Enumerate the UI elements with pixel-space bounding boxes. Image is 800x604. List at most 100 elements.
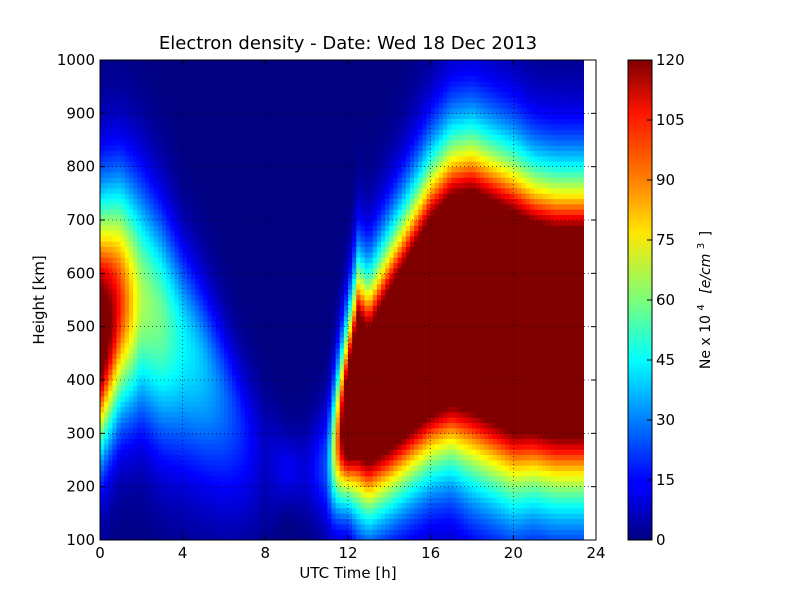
heatmap-cell bbox=[207, 102, 212, 109]
heatmap-cell bbox=[128, 81, 134, 88]
heatmap-cell bbox=[207, 486, 212, 493]
heatmap-cell bbox=[306, 508, 312, 514]
heatmap-cell bbox=[207, 86, 212, 93]
heatmap-cell bbox=[228, 449, 233, 456]
heatmap-cell bbox=[236, 284, 241, 290]
heatmap-cell bbox=[112, 262, 117, 269]
heatmap-cell bbox=[133, 422, 138, 429]
heatmap-cell bbox=[153, 113, 159, 120]
heatmap-cell bbox=[162, 460, 167, 466]
heatmap-cell bbox=[203, 433, 208, 440]
heatmap-cell bbox=[257, 252, 262, 258]
heatmap-cell bbox=[112, 326, 117, 333]
heatmap-cell bbox=[203, 454, 208, 461]
heatmap-cell bbox=[195, 204, 200, 210]
heatmap-cell bbox=[269, 460, 274, 466]
heatmap-cell bbox=[252, 401, 258, 408]
heatmap-cell bbox=[248, 268, 254, 274]
heatmap-cell bbox=[182, 284, 188, 290]
heatmap-cell bbox=[219, 145, 225, 152]
heatmap-cell bbox=[269, 166, 274, 173]
heatmap-cell bbox=[112, 369, 117, 376]
heatmap-cell bbox=[252, 188, 258, 194]
heatmap-cell bbox=[211, 369, 217, 376]
heatmap-cell bbox=[104, 220, 109, 226]
heatmap-cell bbox=[157, 236, 163, 242]
heatmap-cell bbox=[174, 476, 179, 482]
heatmap-cell bbox=[120, 76, 126, 82]
heatmap-cell bbox=[248, 65, 254, 72]
heatmap-cell bbox=[244, 150, 250, 157]
heatmap-cell bbox=[327, 300, 332, 306]
heatmap-cell bbox=[149, 353, 155, 360]
heatmap-cell bbox=[306, 177, 312, 184]
heatmap-cell bbox=[178, 198, 184, 205]
heatmap-cell bbox=[120, 433, 126, 440]
heatmap-cell bbox=[261, 337, 266, 344]
heatmap-cell bbox=[277, 486, 283, 493]
heatmap-cell bbox=[153, 284, 159, 290]
heatmap-cell bbox=[162, 97, 167, 104]
heatmap-cell bbox=[170, 204, 175, 210]
heatmap-cell bbox=[124, 289, 130, 296]
heatmap-cell bbox=[116, 278, 122, 285]
heatmap-cell bbox=[302, 108, 308, 114]
heatmap-cell bbox=[166, 60, 171, 66]
heatmap-cell bbox=[120, 497, 126, 504]
heatmap-cell bbox=[323, 380, 328, 386]
heatmap-cell bbox=[162, 428, 167, 434]
heatmap-cell bbox=[157, 529, 163, 536]
heatmap-cell bbox=[100, 134, 105, 141]
heatmap-cell bbox=[182, 92, 188, 98]
heatmap-cell bbox=[199, 492, 204, 498]
heatmap-cell bbox=[257, 166, 262, 173]
heatmap-cell bbox=[112, 492, 117, 498]
heatmap-cell bbox=[236, 252, 241, 258]
heatmap-cell bbox=[232, 454, 237, 461]
heatmap-cell bbox=[252, 449, 258, 456]
heatmap-cell bbox=[100, 273, 105, 280]
heatmap-cell bbox=[306, 422, 312, 429]
heatmap-cell bbox=[133, 390, 138, 397]
heatmap-cell bbox=[273, 284, 279, 290]
heatmap-cell bbox=[240, 241, 246, 248]
heatmap-cell bbox=[323, 134, 328, 141]
heatmap-cell bbox=[319, 294, 324, 301]
heatmap-cell bbox=[170, 348, 175, 354]
heatmap-cell bbox=[195, 369, 200, 376]
heatmap-cell bbox=[261, 241, 266, 248]
heatmap-cell bbox=[104, 406, 109, 413]
heatmap-cell bbox=[195, 476, 200, 482]
heatmap-cell bbox=[182, 502, 188, 509]
heatmap-cell bbox=[149, 97, 155, 104]
heatmap-cell bbox=[182, 529, 188, 536]
heatmap-cell bbox=[190, 492, 196, 498]
heatmap-cell bbox=[128, 460, 134, 466]
heatmap-cell bbox=[281, 134, 287, 141]
heatmap-cell bbox=[145, 492, 150, 498]
heatmap-cell bbox=[100, 374, 105, 381]
heatmap-cell bbox=[141, 481, 146, 488]
heatmap-cell bbox=[211, 428, 217, 434]
heatmap-cell bbox=[162, 412, 167, 418]
heatmap-cell bbox=[248, 134, 254, 141]
heatmap-cell bbox=[128, 476, 134, 482]
heatmap-cell bbox=[174, 481, 179, 488]
heatmap-cell bbox=[211, 92, 217, 98]
heatmap-cell bbox=[224, 284, 229, 290]
heatmap-cell bbox=[108, 305, 113, 312]
heatmap-cell bbox=[215, 65, 221, 72]
heatmap-cell bbox=[269, 332, 274, 338]
heatmap-cell bbox=[174, 348, 179, 354]
heatmap-cell bbox=[215, 529, 221, 536]
heatmap-cell bbox=[149, 273, 155, 280]
heatmap-cell bbox=[290, 273, 295, 280]
heatmap-cell bbox=[310, 390, 316, 397]
heatmap-cell bbox=[195, 380, 200, 386]
heatmap-cell bbox=[203, 396, 208, 402]
heatmap-cell bbox=[157, 502, 163, 509]
heatmap-cell bbox=[178, 396, 184, 402]
heatmap-cell bbox=[306, 390, 312, 397]
heatmap-cell bbox=[124, 140, 130, 146]
heatmap-cell bbox=[190, 86, 196, 93]
